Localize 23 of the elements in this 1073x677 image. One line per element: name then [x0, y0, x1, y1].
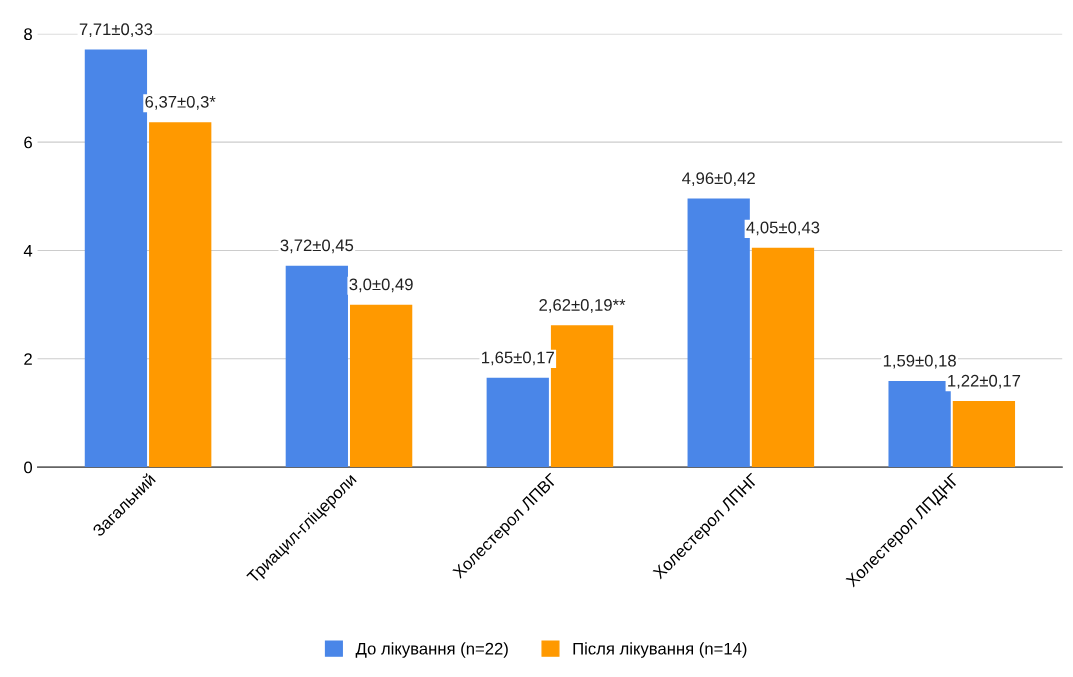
y-tick-label: 8: [24, 28, 32, 41]
legend-label: Після лікування (n=14): [573, 642, 747, 658]
bar: [952, 401, 1016, 468]
bar: [751, 247, 815, 468]
y-tick-label: 0: [24, 461, 33, 474]
legend-label: До лікування (n=22): [355, 642, 508, 658]
data-label: 2,62±0,19**: [539, 299, 626, 313]
data-label: 6,37±0,3*: [145, 95, 216, 110]
data-label: 4,05±0,43: [746, 221, 820, 236]
data-label: 4,96±0,42: [682, 172, 755, 187]
data-label: 1,59±0,18: [883, 354, 956, 369]
bar: [349, 304, 413, 468]
y-tick-label: 4: [23, 245, 33, 257]
y-tick-label: 6: [24, 136, 32, 149]
data-label: 1,22±0,17: [948, 374, 1021, 389]
data-label: 3,0±0,49: [349, 278, 413, 293]
bar: [486, 377, 549, 468]
bar: [285, 265, 348, 468]
data-label: 1,65±0,17: [482, 351, 554, 366]
data-label: 3,72±0,45: [280, 239, 354, 254]
data-label: 7,71±0,33: [79, 23, 153, 38]
y-tick-label: 2: [24, 353, 32, 365]
bar: [149, 122, 212, 468]
